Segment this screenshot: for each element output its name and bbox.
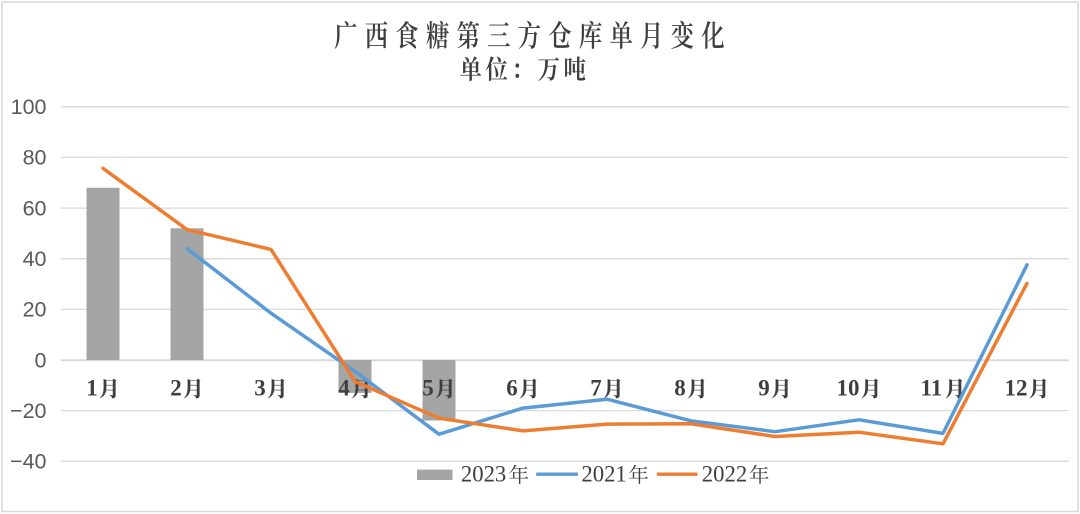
svg-text:8: 8 [674, 376, 686, 401]
svg-text:5: 5 [422, 376, 434, 401]
svg-text:−20: −20 [10, 399, 47, 423]
svg-text:7: 7 [590, 376, 602, 401]
svg-text:11: 11 [921, 376, 943, 401]
svg-text:2021: 2021 [581, 461, 626, 486]
svg-text:0: 0 [35, 348, 47, 372]
svg-text:10: 10 [837, 376, 860, 401]
svg-text:100: 100 [11, 95, 47, 119]
svg-text:4: 4 [338, 376, 350, 401]
svg-text:2023: 2023 [461, 461, 506, 486]
svg-text:40: 40 [23, 247, 47, 271]
svg-text:9: 9 [758, 376, 770, 401]
svg-text:−40: −40 [10, 450, 47, 474]
svg-text:60: 60 [23, 196, 47, 220]
svg-text:3: 3 [254, 376, 266, 401]
svg-text:2022: 2022 [702, 461, 747, 486]
svg-text:80: 80 [23, 146, 47, 170]
svg-text:2: 2 [170, 376, 182, 401]
svg-text:1: 1 [86, 376, 98, 401]
svg-text:6: 6 [506, 376, 518, 401]
svg-text:20: 20 [23, 298, 47, 322]
svg-text:12: 12 [1005, 376, 1028, 401]
